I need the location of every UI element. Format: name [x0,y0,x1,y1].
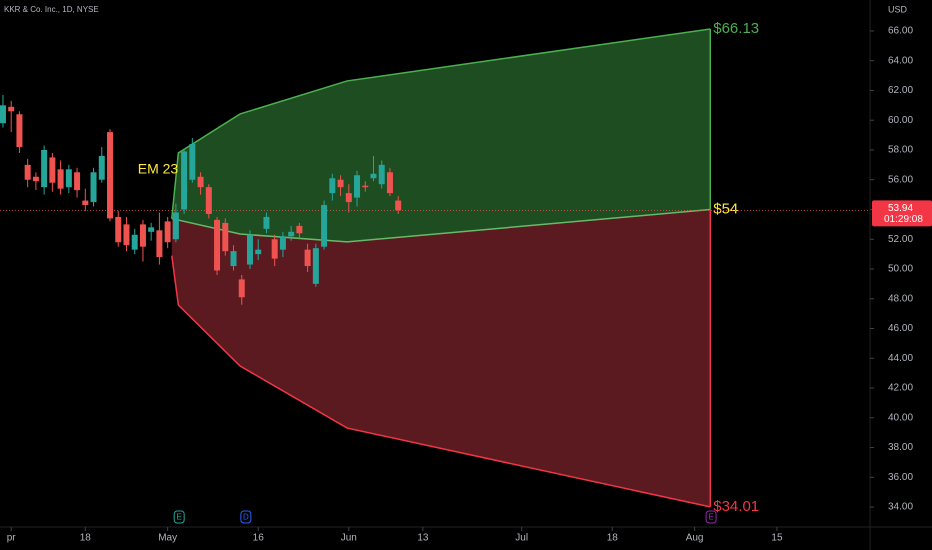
candle-body [222,222,229,252]
middle-label: $54 [713,200,738,217]
candle-body [156,230,163,258]
event-label: D [243,513,249,522]
candle-body [189,144,196,180]
candle-body [312,248,319,284]
candle-body [370,173,377,179]
y-tick-label: 46.00 [888,323,913,334]
candle-body [246,234,253,265]
event-label: E [708,513,713,522]
y-tick-label: 38.00 [888,442,913,453]
x-tick-label: 18 [607,533,619,544]
candle-body [57,169,64,189]
y-tick-label: 36.00 [888,472,913,483]
x-tick-label: Jun [341,533,357,544]
candle-body [205,187,212,214]
candle-body [296,225,303,234]
lower-label: $34.01 [713,498,759,515]
upper-label: $66.13 [713,20,759,37]
candle-body [82,200,89,206]
candle-body [321,205,328,247]
candle-body [90,172,97,203]
candle-body [16,114,23,147]
candle-body [362,185,369,188]
x-tick-label: 15 [771,533,783,544]
em-annotation: EM 23 [138,161,179,177]
candle-body [329,178,336,194]
candle-body [304,249,311,267]
y-tick-label: 64.00 [888,55,913,66]
candle-body [181,151,188,210]
candle-body [107,132,114,219]
candle-body [49,157,56,183]
y-tick-label: 34.00 [888,502,913,513]
candle-body [378,164,385,185]
candle-body [337,179,344,188]
candle-body [98,155,105,180]
event-marker [705,510,717,524]
countdown: 01:29:08 [884,214,923,225]
y-tick-label: 62.00 [888,85,913,96]
y-tick-label: 44.00 [888,353,913,364]
x-tick-label: pr [7,533,17,544]
candle-body [115,216,122,243]
candle-body [32,176,39,182]
y-tick-label: 60.00 [888,115,913,126]
lower-area [171,209,711,507]
candle-body [65,169,72,188]
y-tick-label: 56.00 [888,174,913,185]
event-marker [173,510,185,524]
event-label: E [176,513,181,522]
candle-body [41,149,48,188]
y-tick-label: 40.00 [888,412,913,423]
upper-line [171,28,711,219]
x-tick-label: Aug [686,533,704,544]
y-tick-label: 48.00 [888,293,913,304]
candle-body [123,224,130,246]
x-tick-label: 18 [80,533,92,544]
candle-body [24,164,31,180]
y-tick-label: 52.00 [888,234,913,245]
y-tick-label: 50.00 [888,264,913,275]
last-price-box [872,200,932,227]
candle-body [197,176,204,188]
candle-body [279,236,286,250]
candle-body [230,251,237,267]
symbol-header: KKR & Co. Inc., 1D, NYSE [4,5,99,14]
candle-body [271,239,278,259]
x-tick-label: 13 [417,533,429,544]
candle-body [345,193,352,203]
currency: USD [888,4,908,14]
candle-body [139,224,146,247]
y-tick-label: 58.00 [888,145,913,156]
candle-body [354,175,361,198]
candle-body [238,279,245,298]
candle-body [8,106,15,112]
y-tick-label: 42.00 [888,383,913,394]
candle-body [255,249,262,255]
candle-body [395,200,402,211]
x-tick-label: May [158,533,177,544]
candle-body [172,212,179,240]
candle-body [214,219,221,271]
x-tick-label: Jul [515,533,528,544]
candle-body [148,227,155,232]
y-tick-label: 66.00 [888,26,913,37]
candle-body [386,172,393,194]
event-marker [240,510,252,524]
last-price-label: 53.94 [888,203,913,214]
candle-body [0,105,6,124]
candle-body [288,231,295,237]
candle-body [74,172,81,191]
candle-body [164,221,171,243]
upper-area [171,29,711,242]
x-tick-label: 16 [253,533,265,544]
lower-line [171,255,711,508]
candle-body [131,234,138,250]
candle-body [263,216,270,229]
